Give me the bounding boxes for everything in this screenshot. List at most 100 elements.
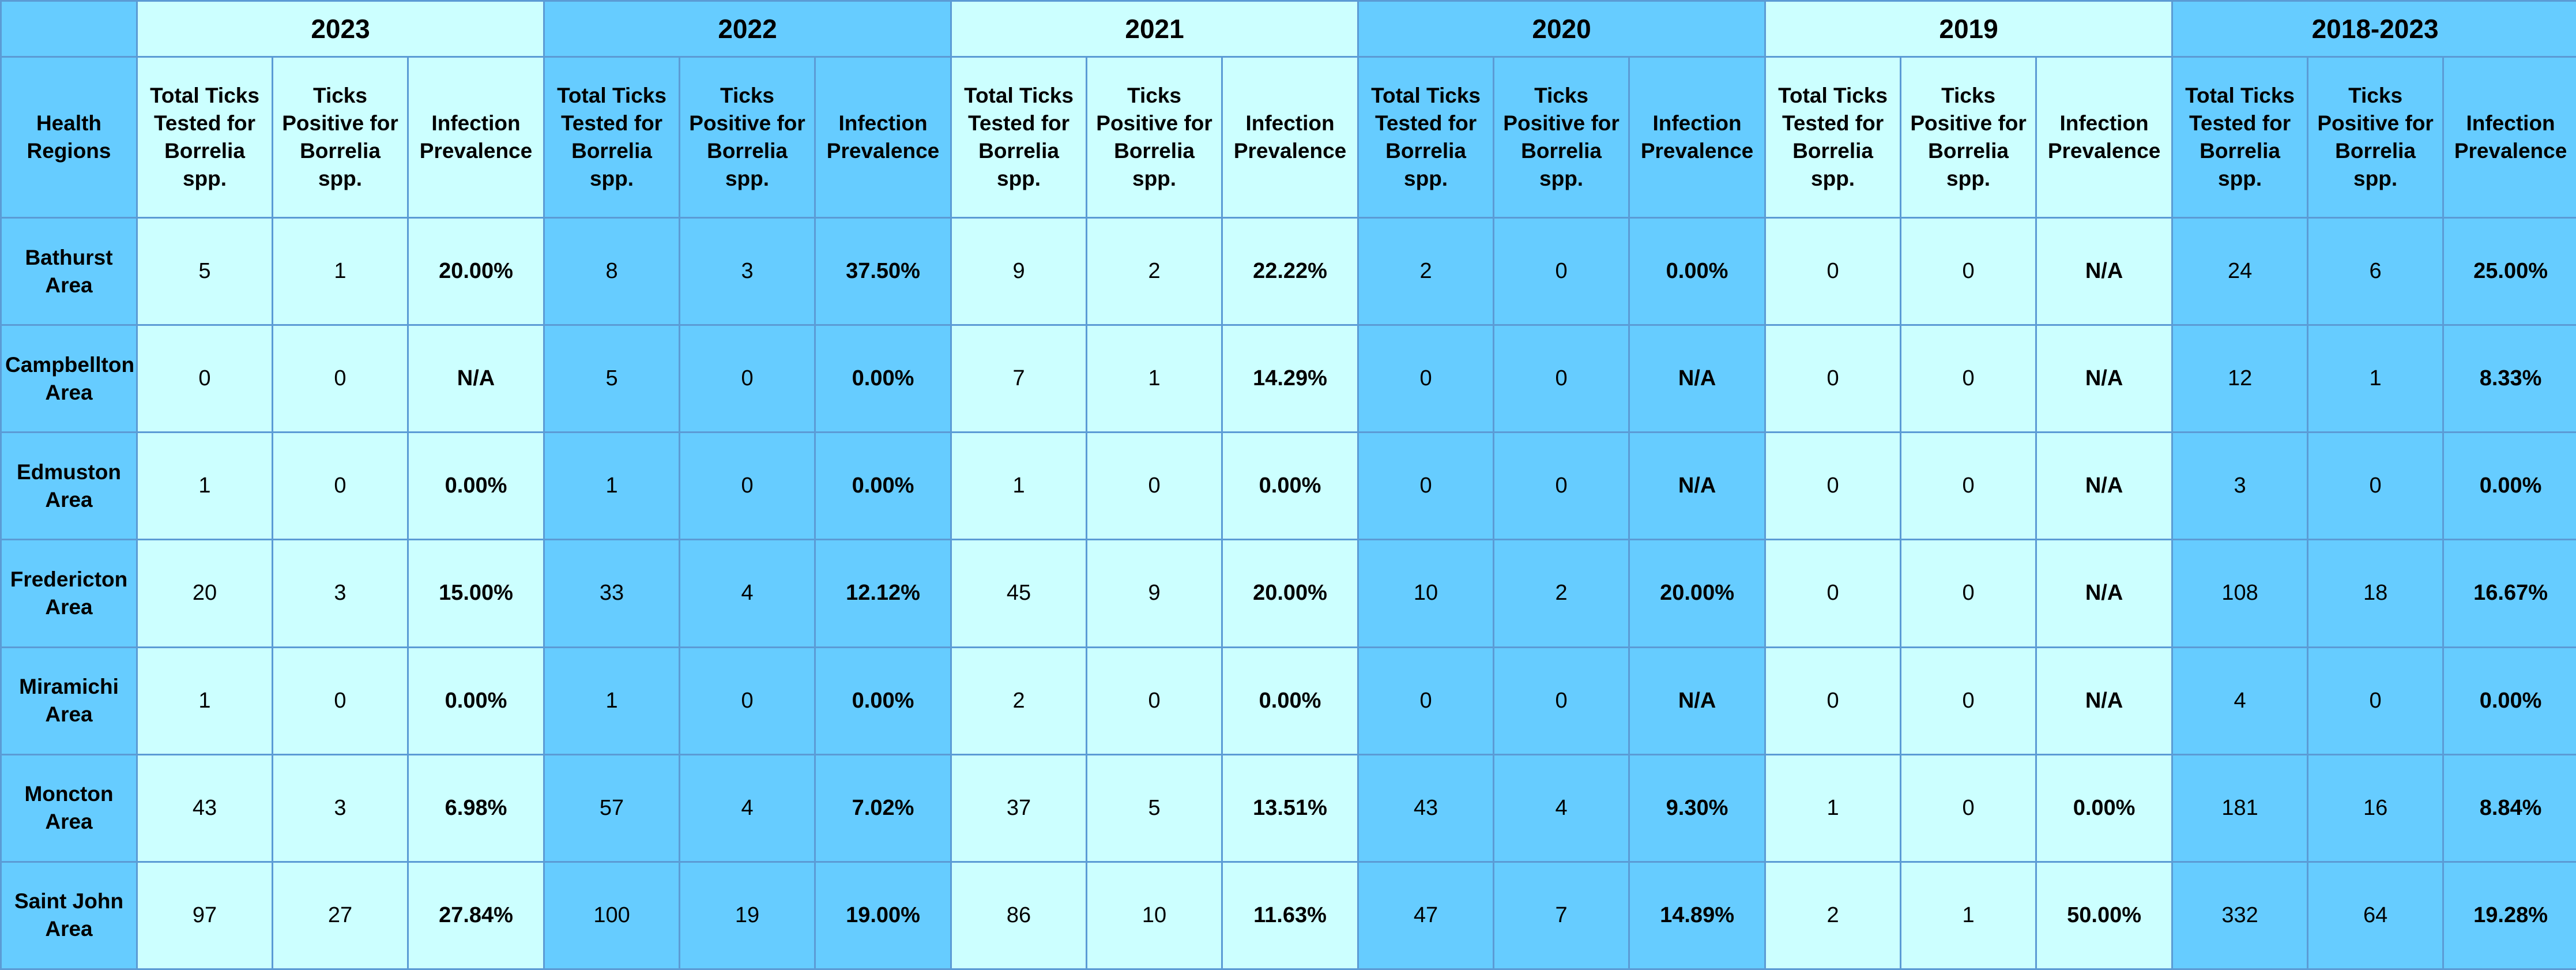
positive-cell-2022: 19 (679, 860, 816, 970)
prevalence-cell-2022: 37.50% (814, 216, 952, 326)
prevalence-cell-2018-2023: 0.00% (2442, 431, 2576, 541)
positive-cell-2020: 0 (1493, 431, 1630, 541)
positive-cell-2018-2023: 6 (2307, 216, 2445, 326)
positive-cell-2018-2023: 18 (2307, 539, 2445, 648)
prevalence-cell-2023: 0.00% (406, 431, 545, 541)
tested-header-2020: Total Ticks Tested for Borrelia spp. (1357, 56, 1495, 219)
prevalence-cell-2021: 13.51% (1221, 753, 1359, 863)
positive-cell-2019: 1 (1900, 860, 2038, 970)
tested-cell-2019: 1 (1764, 753, 1902, 863)
prevalence-header-2018-2023: Infection Prevalence (2442, 56, 2576, 219)
year-header-row: 2023 2022 2021 2020 2019 2018-2023 (0, 0, 2576, 58)
positive-cell-2020: 0 (1493, 324, 1630, 434)
region-name-cell: Fredericton Area (0, 539, 138, 648)
positive-cell-2021: 2 (1086, 216, 1223, 326)
table-body: Bathurst Area 5 1 20.00% 8 3 37.50% 9 2 22.22% 2 0 0… (0, 216, 2576, 970)
tested-cell-2022: 8 (543, 216, 681, 326)
prevalence-cell-2021: 22.22% (1221, 216, 1359, 326)
region-name-cell: Moncton Area (0, 753, 138, 863)
corner-cell (0, 0, 138, 58)
positive-cell-2023: 1 (272, 216, 409, 326)
prevalence-cell-2018-2023: 0.00% (2442, 646, 2576, 755)
tested-cell-2019: 0 (1764, 431, 1902, 541)
tested-header-2022: Total Ticks Tested for Borrelia spp. (543, 56, 681, 219)
prevalence-cell-2021: 11.63% (1221, 860, 1359, 970)
positive-header-2022: Ticks Positive for Borrelia spp. (679, 56, 816, 219)
prevalence-cell-2022: 7.02% (814, 753, 952, 863)
table-row: Saint John Area 97 27 27.84% 100 19 19.00% 86 10… (0, 860, 2576, 970)
tested-cell-2023: 43 (136, 753, 273, 863)
positive-cell-2022: 0 (679, 431, 816, 541)
prevalence-cell-2019: N/A (2035, 216, 2174, 326)
prevalence-header-2020: Infection Prevalence (1628, 56, 1767, 219)
prevalence-cell-2022: 0.00% (814, 646, 952, 755)
year-header-2021: 2021 (950, 0, 1359, 58)
positive-cell-2022: 3 (679, 216, 816, 326)
tested-cell-2020: 10 (1357, 539, 1495, 648)
tested-cell-2018-2023: 24 (2171, 216, 2309, 326)
prevalence-cell-2023: 0.00% (406, 646, 545, 755)
positive-cell-2023: 3 (272, 753, 409, 863)
prevalence-cell-2019: N/A (2035, 539, 2174, 648)
tested-cell-2021: 2 (950, 646, 1088, 755)
region-name-cell: Campbellton Area (0, 324, 138, 434)
tested-cell-2023: 20 (136, 539, 273, 648)
tested-header-2023: Total Ticks Tested for Borrelia spp. (136, 56, 273, 219)
prevalence-header-2021: Infection Prevalence (1221, 56, 1359, 219)
prevalence-cell-2020: 0.00% (1628, 216, 1767, 326)
tested-cell-2022: 5 (543, 324, 681, 434)
tested-cell-2020: 0 (1357, 324, 1495, 434)
tested-cell-2020: 0 (1357, 646, 1495, 755)
prevalence-cell-2023: 20.00% (406, 216, 545, 326)
prevalence-cell-2020: 9.30% (1628, 753, 1767, 863)
prevalence-cell-2018-2023: 16.67% (2442, 539, 2576, 648)
positive-cell-2021: 5 (1086, 753, 1223, 863)
positive-cell-2022: 0 (679, 324, 816, 434)
health-regions-header: Health Regions (0, 56, 138, 219)
positive-cell-2019: 0 (1900, 216, 2038, 326)
tested-cell-2023: 97 (136, 860, 273, 970)
prevalence-cell-2020: N/A (1628, 324, 1767, 434)
positive-cell-2021: 1 (1086, 324, 1223, 434)
column-header-row: Health Regions Total Ticks Tested for Bo… (0, 56, 2576, 219)
prevalence-cell-2023: 6.98% (406, 753, 545, 863)
tested-header-2021: Total Ticks Tested for Borrelia spp. (950, 56, 1088, 219)
prevalence-cell-2020: 20.00% (1628, 539, 1767, 648)
prevalence-cell-2021: 20.00% (1221, 539, 1359, 648)
positive-cell-2023: 0 (272, 431, 409, 541)
positive-cell-2019: 0 (1900, 539, 2038, 648)
prevalence-cell-2021: 14.29% (1221, 324, 1359, 434)
prevalence-cell-2018-2023: 19.28% (2442, 860, 2576, 970)
prevalence-header-2019: Infection Prevalence (2035, 56, 2174, 219)
positive-cell-2021: 9 (1086, 539, 1223, 648)
positive-header-2020: Ticks Positive for Borrelia spp. (1493, 56, 1630, 219)
tested-cell-2020: 47 (1357, 860, 1495, 970)
tested-cell-2022: 1 (543, 646, 681, 755)
tested-cell-2022: 33 (543, 539, 681, 648)
region-name-cell: Edmuston Area (0, 431, 138, 541)
prevalence-cell-2019: 0.00% (2035, 753, 2174, 863)
tested-cell-2021: 86 (950, 860, 1088, 970)
tested-cell-2018-2023: 181 (2171, 753, 2309, 863)
tested-cell-2023: 5 (136, 216, 273, 326)
positive-cell-2019: 0 (1900, 324, 2038, 434)
prevalence-cell-2019: N/A (2035, 646, 2174, 755)
tested-cell-2019: 2 (1764, 860, 1902, 970)
tested-cell-2023: 1 (136, 646, 273, 755)
positive-header-2019: Ticks Positive for Borrelia spp. (1900, 56, 2038, 219)
tested-cell-2021: 1 (950, 431, 1088, 541)
positive-cell-2018-2023: 1 (2307, 324, 2445, 434)
prevalence-cell-2022: 0.00% (814, 324, 952, 434)
table-header: 2023 2022 2021 2020 2019 2018-2023 Healt… (0, 0, 2576, 219)
positive-cell-2020: 2 (1493, 539, 1630, 648)
prevalence-cell-2022: 12.12% (814, 539, 952, 648)
year-header-2019: 2019 (1764, 0, 2174, 58)
tested-cell-2021: 45 (950, 539, 1088, 648)
prevalence-cell-2020: 14.89% (1628, 860, 1767, 970)
prevalence-cell-2022: 19.00% (814, 860, 952, 970)
tested-cell-2019: 0 (1764, 324, 1902, 434)
positive-header-2018-2023: Ticks Positive for Borrelia spp. (2307, 56, 2445, 219)
tested-cell-2018-2023: 108 (2171, 539, 2309, 648)
tested-cell-2023: 1 (136, 431, 273, 541)
tested-cell-2019: 0 (1764, 216, 1902, 326)
